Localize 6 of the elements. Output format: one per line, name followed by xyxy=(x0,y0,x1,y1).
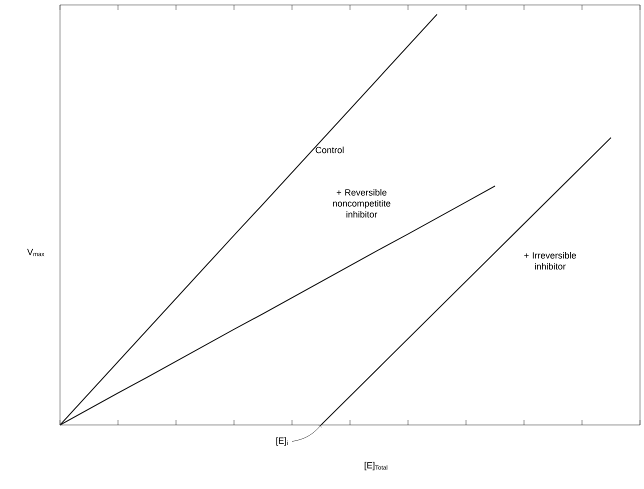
text: + Irreversible inhibitor xyxy=(524,252,576,270)
y-axis-title: V$_{max}$ xyxy=(27,248,44,256)
text: [E]$_{i}$ xyxy=(276,437,288,446)
series-label: Control xyxy=(316,146,344,154)
x-axis-title: [E]$_{Total}$ xyxy=(364,462,388,470)
text: + Reversible noncompetitite inhibitor xyxy=(333,189,390,218)
